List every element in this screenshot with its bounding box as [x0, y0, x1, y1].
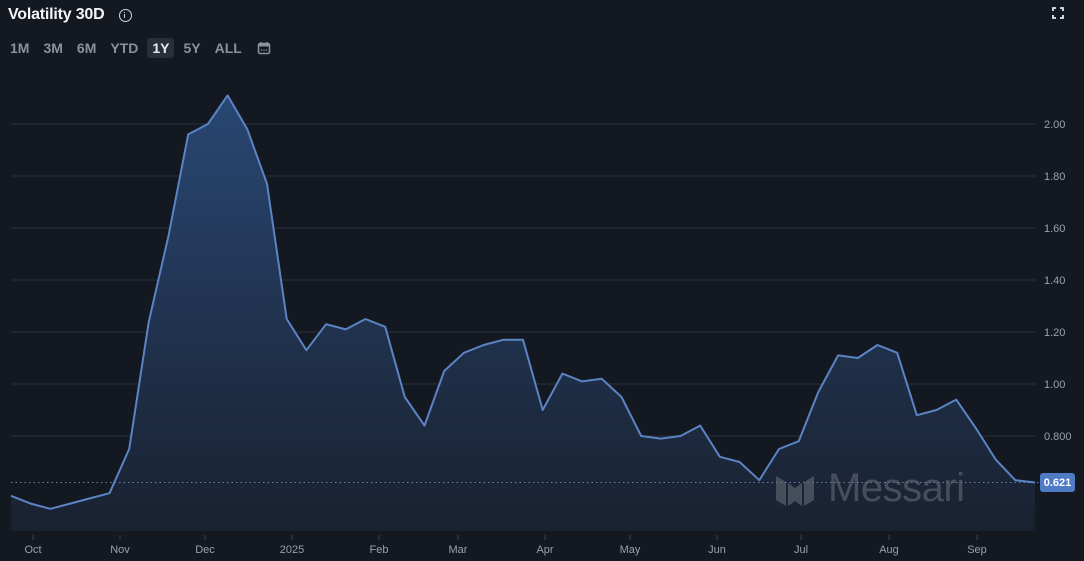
- range-3m[interactable]: 3M: [43, 40, 63, 56]
- range-ytd[interactable]: YTD: [110, 40, 139, 56]
- x-tick-label: Nov: [110, 544, 130, 556]
- y-tick-label: 0.800: [1044, 431, 1072, 443]
- x-tick-label: Jul: [794, 544, 808, 556]
- y-tick-label: 1.80: [1044, 171, 1065, 183]
- info-icon[interactable]: [118, 8, 132, 22]
- range-5y[interactable]: 5Y: [183, 40, 201, 56]
- range-1m[interactable]: 1M: [10, 40, 30, 56]
- x-axis: Oct Nov Dec 2025 Feb Mar Apr May Jun Jul Aug Sep: [24, 535, 987, 556]
- header: Volatility 30D: [8, 6, 132, 24]
- x-tick-label: Feb: [370, 544, 389, 556]
- x-tick-label: 2025: [280, 544, 304, 556]
- range-1y[interactable]: 1Y: [147, 38, 175, 58]
- y-tick-label: 1.00: [1044, 379, 1065, 391]
- x-tick-label: May: [620, 544, 641, 556]
- volatility-line: [10, 94, 1036, 510]
- y-tick-label: 1.60: [1044, 223, 1065, 235]
- current-value-badge: 0.621: [1040, 473, 1075, 492]
- area-fill: [11, 95, 1035, 532]
- x-tick-label: Apr: [536, 544, 553, 556]
- x-tick-label: Sep: [967, 544, 987, 556]
- range-all[interactable]: ALL: [214, 40, 242, 56]
- x-tick-label: Aug: [879, 544, 899, 556]
- x-tick-label: Jun: [708, 544, 726, 556]
- range-6m[interactable]: 6M: [76, 40, 97, 56]
- fullscreen-icon[interactable]: [1052, 7, 1064, 19]
- calendar-icon[interactable]: [257, 41, 271, 55]
- messari-logo-icon: [776, 475, 814, 506]
- messari-watermark: Messari: [774, 466, 965, 511]
- x-tick-label: Mar: [449, 544, 468, 556]
- y-tick-label: 2.00: [1044, 119, 1065, 131]
- watermark-text: Messari: [828, 466, 965, 510]
- chart-title: Volatility 30D: [8, 6, 105, 23]
- y-tick-label: 1.40: [1044, 275, 1065, 287]
- x-tick-label: Dec: [195, 544, 215, 556]
- x-tick-label: Oct: [24, 544, 41, 556]
- y-axis: 2.00 1.80 1.60 1.40 1.20 1.00 0.800: [1044, 119, 1072, 443]
- y-tick-label: 1.20: [1044, 327, 1065, 339]
- range-selector: 1M 3M 6M YTD 1Y 5Y ALL: [5, 38, 271, 58]
